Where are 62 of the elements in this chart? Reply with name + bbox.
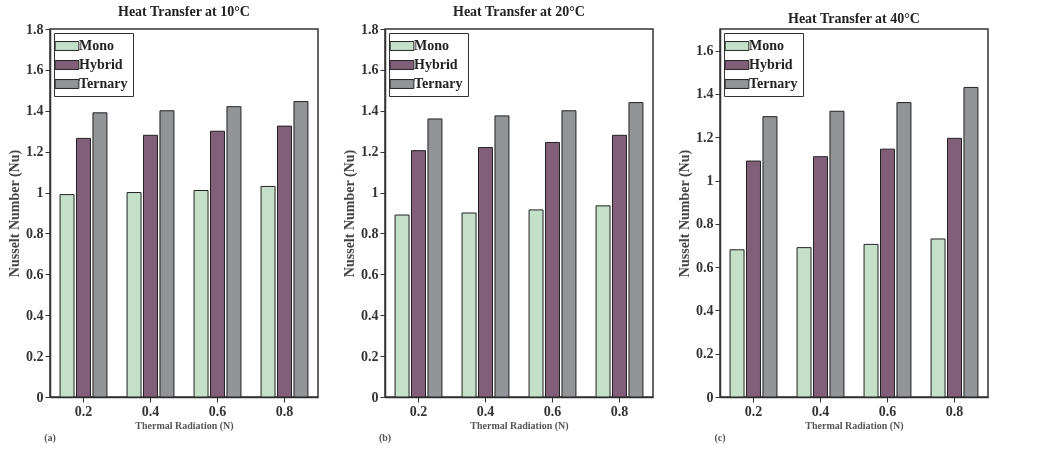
- y-tick-label: 0: [706, 389, 714, 405]
- text: (a): [44, 432, 56, 444]
- x-axis-title: Thermal Radiation (N): [470, 419, 569, 432]
- legend-label: Hybrid: [414, 57, 458, 72]
- x-tick-label: 0.2: [409, 403, 428, 419]
- y-tick-label: 0.2: [696, 346, 714, 362]
- text: (b): [378, 432, 392, 444]
- y-tick-label: 1.6: [696, 43, 714, 59]
- y-tick-label: 1.4: [26, 103, 44, 119]
- y-tick-label: 1.2: [361, 144, 379, 160]
- y-tick-label: 1.2: [26, 144, 44, 160]
- y-tick-label: 0.6: [361, 266, 379, 282]
- y-axis-title: Nusselt Number (Nu): [677, 149, 693, 278]
- y-tick-label: 1.8: [361, 21, 379, 37]
- y-tick-label: 0.8: [26, 225, 44, 241]
- x-tick-label: 0.2: [74, 403, 93, 419]
- y-axis-title: Nusselt Number (Nu): [7, 149, 23, 278]
- y-tick-label: 0.8: [696, 216, 714, 232]
- x-tick-label: 0.6: [878, 403, 897, 419]
- y-tick-label: 0.4: [696, 302, 714, 318]
- x-tick-label: 0.4: [141, 403, 160, 419]
- y-tick-label: 1.8: [26, 21, 44, 37]
- x-tick-label: 0.6: [208, 403, 227, 419]
- y-tick-label: 0.2: [26, 348, 44, 364]
- x-axis-title: Thermal Radiation (N): [805, 419, 904, 432]
- y-tick-label: 1.2: [696, 129, 714, 145]
- text: (c): [714, 432, 726, 444]
- x-tick-label: 0.6: [543, 403, 562, 419]
- chart-title: Heat Transfer at 40°C: [788, 11, 920, 26]
- y-tick-label: 1: [371, 185, 379, 201]
- y-tick-label: 0.8: [361, 225, 379, 241]
- y-tick-label: 0.6: [696, 259, 714, 275]
- x-tick-label: 0.8: [275, 403, 294, 419]
- y-axis-title: Nusselt Number (Nu): [342, 149, 358, 278]
- y-tick-label: 1: [706, 173, 714, 189]
- y-tick-label: 1.6: [361, 62, 379, 78]
- x-tick-label: 0.2: [744, 403, 763, 419]
- y-tick-label: 0.6: [26, 266, 44, 282]
- y-tick-label: 1.4: [696, 86, 714, 102]
- legend-label: Ternary: [414, 76, 463, 91]
- y-tick-label: 0.2: [361, 348, 379, 364]
- x-tick-label: 0.8: [610, 403, 629, 419]
- y-tick-label: 1.6: [26, 62, 44, 78]
- x-tick-label: 0.4: [476, 403, 495, 419]
- legend-label: Hybrid: [79, 57, 123, 72]
- y-tick-label: 0: [36, 389, 44, 405]
- y-tick-label: 0.4: [26, 307, 44, 323]
- x-tick-label: 0.8: [945, 403, 964, 419]
- y-tick-label: 1: [36, 185, 44, 201]
- legend-label: Ternary: [749, 76, 798, 91]
- x-axis-title: Thermal Radiation (N): [135, 419, 234, 432]
- legend-label: Mono: [749, 38, 784, 53]
- y-tick-label: 0.4: [361, 307, 379, 323]
- legend-label: Hybrid: [749, 57, 793, 72]
- y-tick-label: 0: [371, 389, 379, 405]
- x-tick-label: 0.4: [811, 403, 830, 419]
- y-tick-label: 1.4: [361, 103, 379, 119]
- chart-title: Heat Transfer at 10°C: [118, 4, 250, 19]
- chart-title: Heat Transfer at 20°C: [453, 4, 585, 19]
- legend-label: Ternary: [79, 76, 128, 91]
- legend-label: Mono: [79, 38, 114, 53]
- legend-label: Mono: [414, 38, 449, 53]
